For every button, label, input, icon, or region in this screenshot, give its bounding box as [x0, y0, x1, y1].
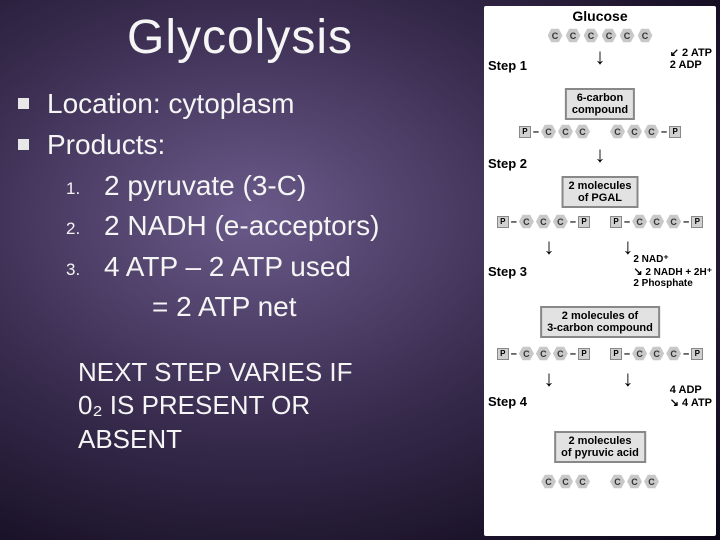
bullet-square-icon — [18, 139, 29, 150]
list-text: 4 ATP – 2 ATP used — [104, 249, 351, 285]
diagram-annotation: ↙ 2 ATP 2 ADP — [670, 46, 712, 71]
list-marker: 3. — [66, 261, 84, 278]
diagram-box-3carbon: 2 molecules of3-carbon compound — [540, 306, 660, 338]
arrow-down-icon: ↓ — [595, 46, 606, 68]
glycolysis-diagram: Glucose C C C C C C Step 1 ↓ ↙ 2 ATP 2 A… — [484, 6, 716, 536]
carbon-hex-icon: C — [620, 28, 635, 43]
bullet-text: Products: — [47, 127, 165, 162]
diagram-box-pyruvic: 2 moleculesof pyruvic acid — [554, 431, 646, 463]
carbon-hex-icon: C — [536, 346, 551, 361]
carbon-hex-icon: C — [602, 28, 617, 43]
list-item: 1. 2 pyruvate (3-C) — [66, 168, 468, 204]
carbon-hex-icon: C — [553, 214, 568, 229]
next-step-note: NEXT STEP VARIES IF 0₂ IS PRESENT OR ABS… — [78, 356, 468, 457]
carbon-hex-icon: C — [666, 346, 681, 361]
carbon-hex-icon: C — [632, 214, 647, 229]
pgal-unit: P– C C C –P — [610, 214, 703, 229]
carbon-hex-icon: C — [575, 474, 590, 489]
carbon-hex-icon: C — [541, 474, 556, 489]
phosphate-icon: P — [578, 216, 590, 228]
diagram-annotation: 2 NAD⁺ ↘ 2 NADH + 2H⁺ 2 Phosphate — [633, 254, 712, 289]
phosphate-icon: P — [497, 348, 509, 360]
carbon-hex-icon: C — [541, 124, 556, 139]
diagram-box-pgal: 2 moleculesof PGAL — [562, 176, 639, 208]
pgal-unit: P– C C C — [519, 124, 590, 139]
pyruvate-row: C C C C C C — [484, 474, 716, 489]
carbon-hex-icon: C — [610, 124, 625, 139]
bullet-square-icon — [18, 98, 29, 109]
phosphate-icon: P — [519, 126, 531, 138]
diagram-step-label: Step 3 — [488, 264, 527, 279]
list-continuation: = 2 ATP net — [152, 289, 468, 325]
phosphate-icon: P — [610, 216, 622, 228]
carbon-hex-icon: C — [584, 28, 599, 43]
diagram-glucose-label: Glucose — [484, 8, 716, 24]
diagram-box-6carbon: 6-carboncompound — [565, 88, 635, 120]
list-marker: 1. — [66, 180, 84, 197]
slide-content: Location: cytoplasm Products: 1. 2 pyruv… — [18, 86, 468, 457]
bullet-item: Location: cytoplasm — [18, 86, 468, 121]
list-item: 2. 2 NADH (e-acceptors) — [66, 208, 468, 244]
pyruvate-unit: C C C — [610, 474, 659, 489]
pgal-unit: C C C –P — [610, 124, 681, 139]
pgal-unit: P– C C C –P — [497, 346, 590, 361]
arrow-left-icon: ↙ — [670, 47, 679, 59]
carbon-hex-icon: C — [644, 124, 659, 139]
phosphate-icon: P — [610, 348, 622, 360]
pgal-row: P– C C C –P P– C C C –P — [484, 346, 716, 361]
pgal-unit: P– C C C –P — [497, 214, 590, 229]
numbered-list: 1. 2 pyruvate (3-C) 2. 2 NADH (e-accepto… — [66, 168, 468, 326]
carbon-hex-icon: C — [666, 214, 681, 229]
carbon-hex-icon: C — [558, 474, 573, 489]
pgal-row: P– C C C –P P– C C C –P — [484, 214, 716, 229]
carbon-hex-icon: C — [632, 346, 647, 361]
phosphate-icon: P — [669, 126, 681, 138]
carbon-hex-icon: C — [644, 474, 659, 489]
carbon-hex-icon: C — [575, 124, 590, 139]
diagram-step-label: Step 1 — [488, 58, 527, 73]
phosphate-icon: P — [691, 216, 703, 228]
carbon-row-glucose: C C C C C C — [484, 28, 716, 43]
arrow-down-icon: ↓ — [622, 236, 633, 258]
list-text: 2 NADH (e-acceptors) — [104, 208, 379, 244]
pyruvate-unit: C C C — [541, 474, 590, 489]
carbon-hex-icon: C — [638, 28, 653, 43]
carbon-hex-icon: C — [627, 124, 642, 139]
arrow-right-icon: ↘ — [670, 397, 679, 409]
carbon-hex-icon: C — [536, 214, 551, 229]
phosphate-icon: P — [691, 348, 703, 360]
carbon-hex-icon: C — [649, 214, 664, 229]
carbon-hex-icon: C — [627, 474, 642, 489]
diagram-step-label: Step 4 — [488, 394, 527, 409]
pgal-row: P– C C C C C C –P — [484, 124, 716, 139]
carbon-hex-icon: C — [519, 346, 534, 361]
slide-root: Glycolysis Location: cytoplasm Products:… — [0, 0, 720, 540]
arrow-right-icon: ↘ — [633, 266, 642, 278]
pgal-unit: P– C C C –P — [610, 346, 703, 361]
list-marker: 2. — [66, 220, 84, 237]
phosphate-icon: P — [497, 216, 509, 228]
note-line: ABSENT — [78, 423, 468, 457]
carbon-hex-icon: C — [548, 28, 563, 43]
carbon-hex-icon: C — [649, 346, 664, 361]
bullet-item: Products: — [18, 127, 468, 162]
arrow-down-icon: ↓ — [543, 368, 554, 390]
note-line: 0₂ IS PRESENT OR — [78, 389, 468, 423]
diagram-step-label: Step 2 — [488, 156, 527, 171]
list-item: 3. 4 ATP – 2 ATP used — [66, 249, 468, 285]
list-text: 2 pyruvate (3-C) — [104, 168, 306, 204]
carbon-hex-icon: C — [566, 28, 581, 43]
diagram-annotation: 4 ADP ↘ 4 ATP — [670, 384, 712, 409]
carbon-hex-icon: C — [553, 346, 568, 361]
carbon-hex-icon: C — [558, 124, 573, 139]
arrow-down-icon: ↓ — [543, 236, 554, 258]
carbon-hex-icon: C — [519, 214, 534, 229]
arrow-down-icon: ↓ — [595, 144, 606, 166]
slide-title: Glycolysis — [0, 10, 480, 65]
phosphate-icon: P — [578, 348, 590, 360]
arrow-down-icon: ↓ — [622, 368, 633, 390]
bullet-text: Location: cytoplasm — [47, 86, 294, 121]
note-line: NEXT STEP VARIES IF — [78, 356, 468, 390]
carbon-hex-icon: C — [610, 474, 625, 489]
